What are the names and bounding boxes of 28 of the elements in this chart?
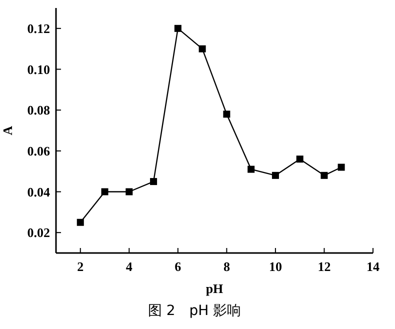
x-tick-label: 8 (223, 259, 230, 274)
y-tick-label: 0.06 (27, 143, 50, 158)
y-tick-label: 0.04 (27, 184, 50, 200)
y-tick-label: 0.08 (27, 102, 50, 118)
point (101, 188, 108, 196)
y-tick-label: 0.12 (27, 20, 50, 36)
x-tick-label: 12 (318, 259, 331, 274)
x-tick-label: 6 (174, 259, 182, 274)
point (296, 156, 304, 163)
y-tick-label: 0.10 (27, 62, 50, 77)
point (150, 178, 158, 186)
x-axis-title: pH (206, 281, 224, 296)
point (174, 24, 182, 32)
caption: 图 2 pH 影响 (148, 303, 242, 319)
point (76, 218, 84, 226)
y-tick-label: 0.02 (27, 225, 50, 240)
x-tick-label: 2 (77, 259, 84, 274)
point (126, 188, 133, 196)
point (272, 172, 279, 179)
point (248, 166, 255, 173)
y-axis-title: A (0, 125, 15, 136)
point (320, 172, 328, 179)
point (223, 110, 230, 118)
point (338, 164, 345, 171)
x-tick-label: 4 (126, 259, 133, 274)
point (198, 45, 206, 52)
x-tick-label: 10 (268, 259, 282, 274)
x-tick-label: 14 (366, 259, 380, 274)
